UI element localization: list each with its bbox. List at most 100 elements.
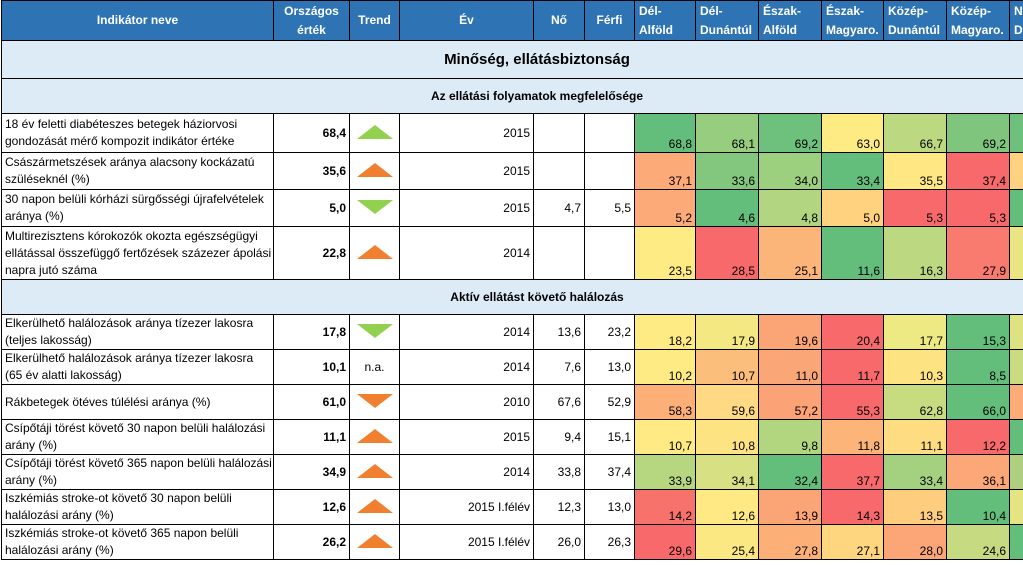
female-value: 12,3 <box>533 489 585 525</box>
female-value: 33,8 <box>533 454 585 490</box>
trend-cell <box>349 152 400 190</box>
header-national-l2: érték <box>297 22 326 37</box>
indicator-name: Iszkémiás stroke-ot követő 365 napon bel… <box>1 524 274 560</box>
region-value: 10,7 <box>695 349 759 385</box>
header-region-del-dunantul: Dél- Dunántúl <box>695 0 759 41</box>
trend-cell <box>349 314 400 350</box>
header-region-l1: Észak- <box>826 3 865 18</box>
region-value: 19,6 <box>758 314 822 350</box>
region-value: 28,5 <box>695 226 759 280</box>
national-value: 12,6 <box>273 489 350 525</box>
main-title: Minőség, ellátásbiztonság <box>1 40 1023 79</box>
header-trend: Trend <box>349 0 400 41</box>
year-value: 2015 <box>399 419 534 455</box>
indicator-name: 18 év feletti diabéteszes betegek házior… <box>1 113 274 153</box>
region-value: 66,0 <box>946 384 1010 420</box>
header-region-l2: Dunántúl <box>1014 22 1023 37</box>
region-value: 9,5 <box>1009 349 1023 385</box>
region-value: 69,2 <box>946 113 1010 153</box>
trend-cell <box>349 384 400 420</box>
region-value: 35,9 <box>1009 152 1023 190</box>
header-region-eszak-alfold: Észak- Alföld <box>758 0 822 41</box>
year-value: 2015 <box>399 113 534 153</box>
header-indicator: Indikátor neve <box>1 0 274 41</box>
region-value: 32,4 <box>758 454 822 490</box>
region-value: 37,4 <box>946 152 1010 190</box>
trend-cell <box>349 454 400 490</box>
header-year: Év <box>399 0 534 41</box>
region-value: 10,4 <box>946 489 1010 525</box>
region-value: 36,1 <box>946 454 1010 490</box>
region-value: 5,3 <box>946 189 1010 227</box>
header-region-kozep-dunantul: Közép- Dunántúl <box>883 0 947 41</box>
indicator-name: Elkerülhető halálozások aránya tízezer l… <box>1 314 274 350</box>
indicator-name: Elkerülhető halálozások aránya tízezer l… <box>1 349 274 385</box>
region-value: 33,6 <box>695 152 759 190</box>
region-value: 10,1 <box>1009 419 1023 455</box>
region-value: 10,2 <box>634 349 696 385</box>
region-value: 57,2 <box>758 384 822 420</box>
table-row: Csípőtáji törést követő 365 napon belüli… <box>1 454 1023 490</box>
header-region-l1: Nyugat- <box>1014 3 1023 18</box>
region-value: 27,9 <box>946 226 1010 280</box>
region-value: 5,2 <box>634 189 696 227</box>
female-value: 4,7 <box>533 189 585 227</box>
region-value: 9,8 <box>758 419 822 455</box>
male-value: 52,9 <box>584 384 635 420</box>
indicator-name: Csípőtáji törést követő 365 napon belüli… <box>1 454 274 490</box>
region-value: 29,6 <box>634 524 696 560</box>
indicator-name: Multirezisztens kórokozók okozta egészsé… <box>1 226 274 280</box>
region-value: 14,3 <box>821 489 884 525</box>
national-value: 68,4 <box>273 113 350 153</box>
year-value: 2015 I.félév <box>399 524 534 560</box>
region-value: 23,5 <box>634 226 696 280</box>
national-value: 11,1 <box>273 419 350 455</box>
table-row: Császármetszések aránya alacsony kockáza… <box>1 152 1023 190</box>
header-region-l1: Dél- <box>700 3 723 18</box>
national-value: 26,2 <box>273 524 350 560</box>
region-value: 33,7 <box>1009 454 1023 490</box>
indicator-name: Csípőtáji törést követő 30 napon belüli … <box>1 419 274 455</box>
region-value: 33,9 <box>634 454 696 490</box>
trend-up-arrow-icon <box>356 533 393 548</box>
female-value <box>533 152 585 190</box>
table-row: Rákbetegek ötéves túlélési aránya (%) 61,… <box>1 384 1023 420</box>
trend-up-arrow-icon <box>356 244 393 259</box>
header-region-l1: Közép- <box>888 3 928 18</box>
region-value: 57,6 <box>1009 384 1023 420</box>
main-title-row: Minőség, ellátásbiztonság <box>1 40 1023 79</box>
table-row: Csípőtáji törést követő 30 napon belüli … <box>1 419 1023 455</box>
national-value: 5,0 <box>273 189 350 227</box>
region-value: 15,3 <box>946 314 1010 350</box>
national-value: 17,8 <box>273 314 350 350</box>
region-value: 58,3 <box>634 384 696 420</box>
region-value: 37,7 <box>821 454 884 490</box>
region-value: 4,6 <box>695 189 759 227</box>
region-value: 10,7 <box>634 419 696 455</box>
region-value: 33,4 <box>883 454 947 490</box>
trend-cell <box>349 524 400 560</box>
female-value: 13,6 <box>533 314 585 350</box>
section-title-row: Az ellátási folyamatok megfelelősége <box>1 78 1023 114</box>
table-row: Multirezisztens kórokozók okozta egészsé… <box>1 226 1023 280</box>
header-region-l2: Magyaro. <box>826 22 879 37</box>
header-national: Országos érték <box>273 0 350 41</box>
region-value: 33,4 <box>821 152 884 190</box>
female-value: 9,4 <box>533 419 585 455</box>
male-value: 15,1 <box>584 419 635 455</box>
region-value: 8,5 <box>946 349 1010 385</box>
trend-cell <box>349 226 400 280</box>
male-value: 5,5 <box>584 189 635 227</box>
trend-down-arrow-icon <box>356 323 393 338</box>
national-value: 10,1 <box>273 349 350 385</box>
region-value: 34,0 <box>758 152 822 190</box>
region-value: 11,1 <box>883 419 947 455</box>
male-value: 13,0 <box>584 349 635 385</box>
male-value: 13,0 <box>584 489 635 525</box>
region-value: 17,9 <box>695 314 759 350</box>
year-value: 2014 <box>399 226 534 280</box>
table-row: 18 év feletti diabéteszes betegek házior… <box>1 113 1023 153</box>
female-value: 67,6 <box>533 384 585 420</box>
header-region-l2: Magyaro. <box>951 22 1004 37</box>
region-value: 12,4 <box>1009 489 1023 525</box>
